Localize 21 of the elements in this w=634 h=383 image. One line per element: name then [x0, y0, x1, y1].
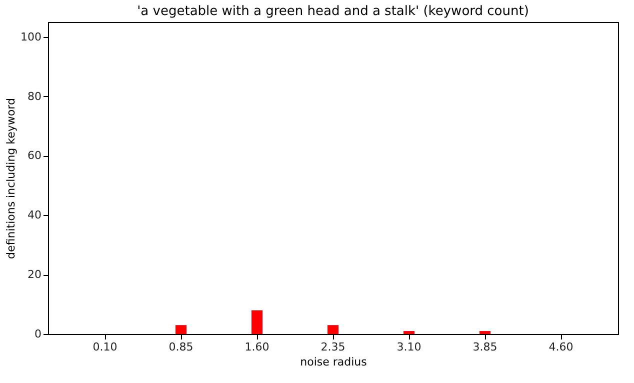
y-axis-title: definitions including keyword	[4, 98, 18, 259]
x-tick-label: 1.60	[244, 340, 270, 354]
x-tick-label: 0.10	[92, 340, 118, 354]
x-tick-label: 2.35	[320, 340, 346, 354]
y-tick-label: 100	[20, 30, 42, 44]
bar	[480, 331, 490, 334]
y-tick-label: 40	[28, 208, 42, 222]
x-tick-label: 3.85	[472, 340, 498, 354]
x-tick-label: 0.85	[168, 340, 194, 354]
y-tick-label: 20	[28, 268, 42, 282]
y-tick-label: 60	[28, 149, 42, 162]
x-axis-title: noise radius	[300, 356, 368, 368]
bar	[328, 325, 338, 334]
x-tick-label: 4.60	[548, 340, 574, 354]
x-tick-label: 3.10	[396, 340, 422, 354]
bar	[176, 325, 186, 334]
y-tick-label: 80	[28, 90, 42, 103]
bar	[252, 310, 262, 334]
chart-title: 'a vegetable with a green head and a stalk' (keyword count)	[137, 4, 529, 19]
y-tick-label: 0	[34, 328, 42, 340]
bar	[404, 331, 414, 334]
